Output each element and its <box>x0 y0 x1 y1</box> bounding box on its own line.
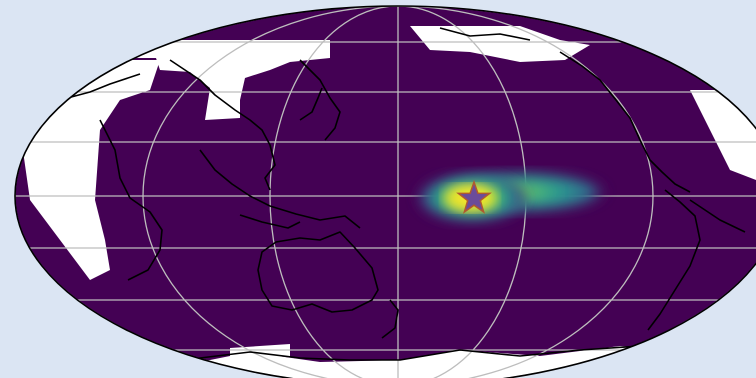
source-star-marker <box>456 179 492 214</box>
ocean-background <box>15 6 756 378</box>
coastlines <box>29 27 751 369</box>
globe-outline <box>14 5 756 378</box>
heat-plume <box>414 170 610 224</box>
